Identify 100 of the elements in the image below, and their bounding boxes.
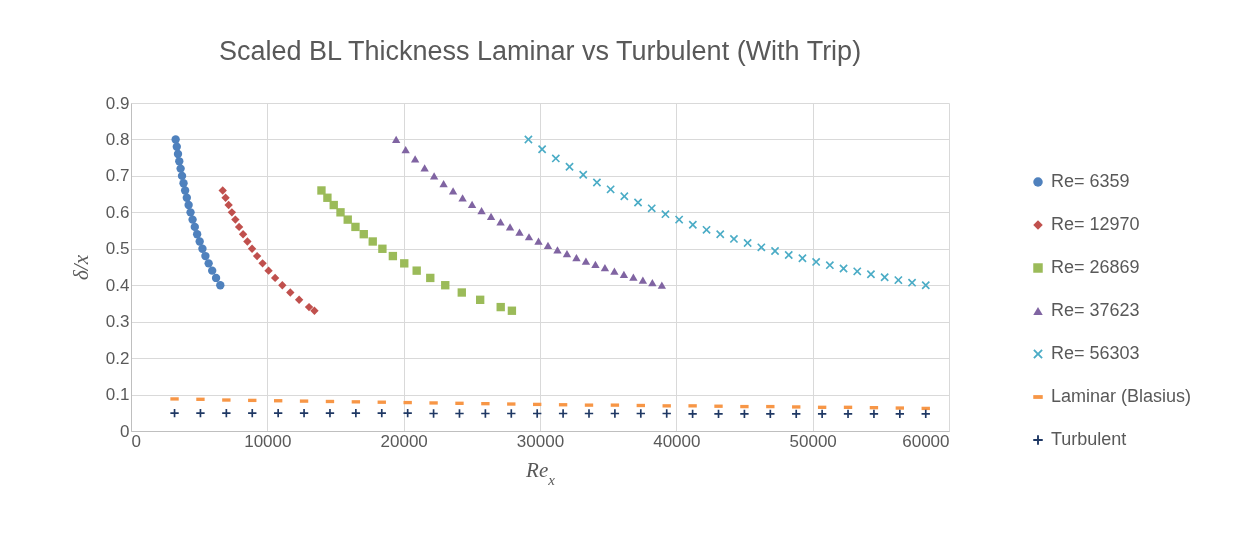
point [278, 281, 287, 290]
point [817, 409, 827, 419]
point [458, 194, 467, 202]
point [403, 408, 412, 418]
point [304, 302, 314, 312]
point [591, 260, 600, 269]
y-tick-label: 0.9 [105, 93, 130, 113]
point [740, 409, 749, 419]
point [825, 260, 835, 270]
point [179, 179, 188, 188]
point [336, 208, 345, 217]
legend-label: Re= 12970 [1051, 214, 1140, 234]
point [766, 409, 775, 419]
point [172, 142, 181, 151]
point [610, 409, 620, 418]
y-tick-label: 0.5 [105, 239, 130, 259]
point [196, 408, 205, 418]
point [227, 208, 237, 217]
point [198, 244, 207, 253]
y-tick-label: 0.3 [105, 312, 130, 332]
point [496, 218, 505, 226]
point [716, 230, 725, 239]
point [921, 281, 930, 290]
point [620, 192, 629, 201]
x-tick-label: 50000 [789, 431, 837, 451]
point [177, 171, 187, 181]
point [173, 149, 183, 159]
point [534, 237, 543, 245]
point [610, 267, 619, 275]
point [880, 273, 889, 282]
point [188, 215, 197, 224]
point [426, 273, 435, 283]
point [606, 185, 615, 194]
point [231, 215, 240, 224]
point [351, 408, 361, 418]
point [441, 281, 450, 290]
point [252, 251, 262, 261]
point [412, 266, 421, 275]
point [401, 146, 410, 154]
x-tick-label: 10000 [244, 431, 292, 451]
point [170, 408, 179, 418]
point [533, 409, 542, 418]
point [507, 409, 516, 418]
point [770, 246, 780, 256]
point [467, 200, 477, 208]
point [201, 251, 210, 261]
point [662, 409, 671, 418]
point [343, 215, 352, 224]
point [457, 288, 466, 297]
point [496, 302, 505, 312]
x-tick-label: 60000 [902, 431, 950, 451]
point [600, 264, 610, 272]
point [439, 179, 448, 188]
point [222, 408, 231, 418]
point [388, 251, 398, 261]
legend-label: Turbulent [1051, 429, 1127, 449]
point [294, 295, 304, 304]
legend-label: Laminar (Blasius) [1051, 386, 1192, 406]
point [688, 220, 698, 229]
point [524, 233, 534, 241]
point [853, 267, 862, 276]
point [171, 135, 180, 144]
point [647, 204, 656, 213]
x-tick-label: 20000 [380, 431, 428, 451]
point [811, 257, 821, 267]
legend-label: Re= 37623 [1051, 300, 1140, 320]
chart-title: Scaled BL Thickness Laminar vs Turbulent (With Trip) [218, 36, 862, 66]
point [486, 212, 496, 220]
point [182, 193, 191, 202]
point [429, 172, 439, 180]
point [629, 273, 638, 281]
point [572, 253, 581, 262]
point [368, 237, 377, 246]
point [714, 409, 723, 419]
y-tick-label: 0.2 [105, 348, 130, 368]
point [180, 186, 190, 195]
point [507, 306, 517, 315]
y-tick-label: 0.1 [105, 385, 130, 405]
point [273, 408, 283, 418]
point [221, 193, 230, 202]
point [359, 230, 368, 239]
point [895, 409, 905, 419]
point [505, 223, 515, 231]
point [234, 222, 244, 232]
point [657, 281, 667, 289]
point [270, 273, 280, 283]
point [238, 230, 248, 239]
point [543, 241, 553, 250]
point [317, 186, 326, 195]
point [211, 273, 221, 283]
point [688, 409, 697, 419]
legend-label: Re= 6359 [1051, 171, 1130, 191]
point [839, 264, 848, 273]
point [584, 409, 594, 418]
point [579, 170, 588, 179]
point [869, 409, 879, 419]
point [636, 409, 645, 418]
legend-label: Re= 26869 [1051, 257, 1140, 277]
point [648, 279, 657, 287]
point [323, 193, 332, 202]
